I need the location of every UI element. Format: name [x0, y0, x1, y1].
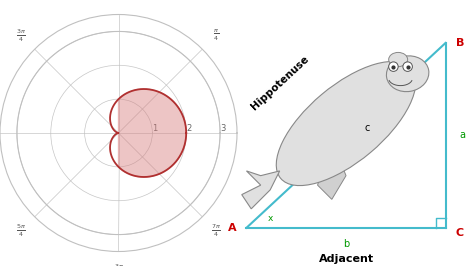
Text: c: c — [365, 123, 370, 133]
Text: Adjacent: Adjacent — [319, 253, 374, 264]
Circle shape — [403, 62, 412, 71]
Text: x: x — [267, 214, 273, 223]
Ellipse shape — [386, 56, 429, 92]
Text: A: A — [228, 223, 237, 233]
Polygon shape — [242, 171, 280, 209]
Ellipse shape — [389, 52, 408, 67]
Polygon shape — [318, 152, 346, 199]
Text: b: b — [343, 239, 349, 250]
Polygon shape — [118, 89, 186, 177]
Ellipse shape — [276, 61, 416, 186]
Text: c: c — [360, 142, 365, 152]
Text: Hippotenuse: Hippotenuse — [249, 54, 310, 112]
Circle shape — [389, 62, 398, 71]
Text: C: C — [456, 227, 464, 238]
Text: a: a — [459, 130, 465, 140]
Text: B: B — [456, 38, 464, 48]
